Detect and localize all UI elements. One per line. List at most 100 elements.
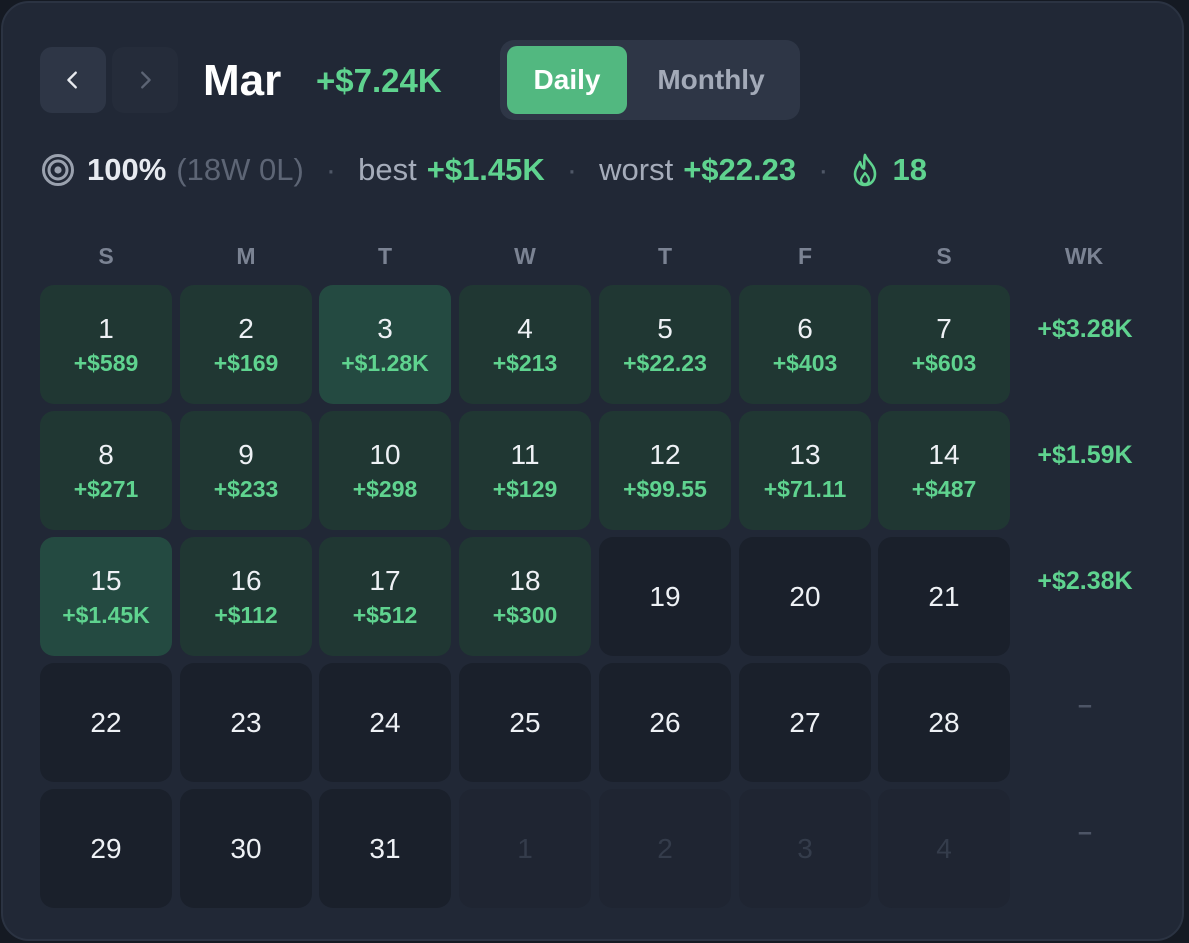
calendar-day[interactable]: 21	[878, 537, 1010, 656]
weekday-label: M	[236, 243, 256, 269]
calendar-day[interactable]: 22	[40, 663, 172, 782]
calendar-day[interactable]: 20	[739, 537, 871, 656]
calendar-day[interactable]: 17 +$512	[319, 537, 451, 656]
calendar-day[interactable]: 24	[319, 663, 451, 782]
weekday-label: T	[657, 243, 673, 269]
day-number: 12	[649, 438, 681, 470]
weekday-label: T	[377, 243, 393, 269]
calendar-day[interactable]: 1 +$589	[40, 285, 172, 404]
calendar-day[interactable]: 26	[599, 663, 731, 782]
calendar-day[interactable]: 19	[599, 537, 731, 656]
day-pnl: +$22.23	[623, 349, 707, 376]
calendar-day[interactable]: 15 +$1.45K	[40, 537, 172, 656]
weekday-label: S	[936, 243, 952, 269]
day-number: 6	[797, 312, 813, 344]
day-number: 27	[789, 706, 821, 738]
day-number: 3	[377, 312, 393, 344]
day-number: 8	[98, 438, 114, 470]
calendar-day[interactable]: 25	[459, 663, 591, 782]
chevron-right-icon	[141, 71, 151, 89]
day-pnl: +$112	[214, 601, 278, 628]
calendar-day[interactable]: 27	[739, 663, 871, 782]
target-icon	[42, 154, 74, 186]
day-pnl: +$1.45K	[62, 601, 150, 628]
worst-label: worst	[599, 152, 674, 187]
prev-month-button[interactable]	[40, 47, 106, 113]
day-pnl: +$403	[772, 349, 838, 376]
month-title: Mar	[203, 56, 282, 105]
win-rate: 100%	[87, 152, 167, 187]
day-pnl: +$233	[213, 475, 279, 502]
calendar-day[interactable]: 10 +$298	[319, 411, 451, 530]
calendar-day[interactable]: 9 +$233	[180, 411, 312, 530]
day-pnl: +$71.11	[763, 475, 847, 502]
calendar-day[interactable]: 16 +$112	[180, 537, 312, 656]
calendar-day[interactable]: 29	[40, 789, 172, 908]
calendar-day[interactable]: 23	[180, 663, 312, 782]
day-number: 15	[90, 564, 122, 596]
week-column-label: WK	[1064, 243, 1104, 269]
day-pnl: +$169	[213, 349, 279, 376]
next-month-button[interactable]	[112, 47, 178, 113]
day-number: 1	[517, 832, 533, 864]
calendar-day[interactable]: 2 +$169	[180, 285, 312, 404]
day-pnl: +$271	[73, 475, 139, 502]
best-label: best	[358, 152, 417, 187]
day-pnl: +$300	[492, 601, 558, 628]
calendar-day[interactable]: 30	[180, 789, 312, 908]
day-number: 25	[509, 706, 541, 738]
day-number: 30	[230, 832, 262, 864]
day-number: 7	[936, 312, 952, 344]
day-pnl: +$99.55	[623, 475, 707, 502]
week-total: –	[1078, 691, 1092, 719]
calendar-day[interactable]: 8 +$271	[40, 411, 172, 530]
calendar-day[interactable]: 11 +$129	[459, 411, 591, 530]
best-day-value: +$1.45K	[426, 152, 545, 187]
day-pnl: +$213	[492, 349, 558, 376]
weekday-label: W	[514, 243, 536, 269]
toggle-daily[interactable]: Daily	[507, 46, 627, 114]
day-pnl: +$512	[352, 601, 418, 628]
week-total: +$1.59K	[1037, 441, 1133, 469]
calendar-day-outside-month: 4	[878, 789, 1010, 908]
week-total: +$3.28K	[1037, 315, 1133, 343]
calendar-day[interactable]: 14 +$487	[878, 411, 1010, 530]
day-number: 1	[98, 312, 114, 344]
day-number: 31	[369, 832, 401, 864]
day-number: 10	[369, 438, 401, 470]
calendar-day[interactable]: 31	[319, 789, 451, 908]
calendar-day[interactable]: 18 +$300	[459, 537, 591, 656]
weekday-label: F	[797, 243, 813, 269]
worst-day-value: +$22.23	[683, 152, 797, 187]
day-number: 5	[657, 312, 673, 344]
calendar-day-outside-month: 3	[739, 789, 871, 908]
calendar-day[interactable]: 6 +$403	[739, 285, 871, 404]
day-number: 18	[509, 564, 541, 596]
day-number: 29	[90, 832, 122, 864]
separator: ·	[818, 152, 829, 187]
day-number: 13	[789, 438, 821, 470]
day-pnl: +$298	[352, 475, 418, 502]
toggle-monthly[interactable]: Monthly	[657, 64, 765, 95]
calendar-day[interactable]: 13 +$71.11	[739, 411, 871, 530]
week-total: +$2.38K	[1037, 567, 1133, 595]
day-number: 19	[649, 580, 681, 612]
day-pnl: +$603	[911, 349, 977, 376]
flame-icon	[854, 153, 877, 187]
week-total: –	[1078, 818, 1092, 846]
calendar-day-outside-month: 2	[599, 789, 731, 908]
day-number: 22	[90, 706, 122, 738]
calendar-day[interactable]: 3 +$1.28K	[319, 285, 451, 404]
month-total-pnl: +$7.24K	[316, 62, 442, 99]
calendar-day[interactable]: 28	[878, 663, 1010, 782]
day-number: 3	[797, 832, 813, 864]
calendar-day[interactable]: 5 +$22.23	[599, 285, 731, 404]
separator: ·	[325, 152, 337, 187]
day-number: 2	[657, 832, 673, 864]
calendar-day[interactable]: 7 +$603	[878, 285, 1010, 404]
calendar-day[interactable]: 4 +$213	[459, 285, 591, 404]
calendar-day[interactable]: 12 +$99.55	[599, 411, 731, 530]
day-number: 17	[369, 564, 401, 596]
day-pnl: +$589	[73, 349, 139, 376]
